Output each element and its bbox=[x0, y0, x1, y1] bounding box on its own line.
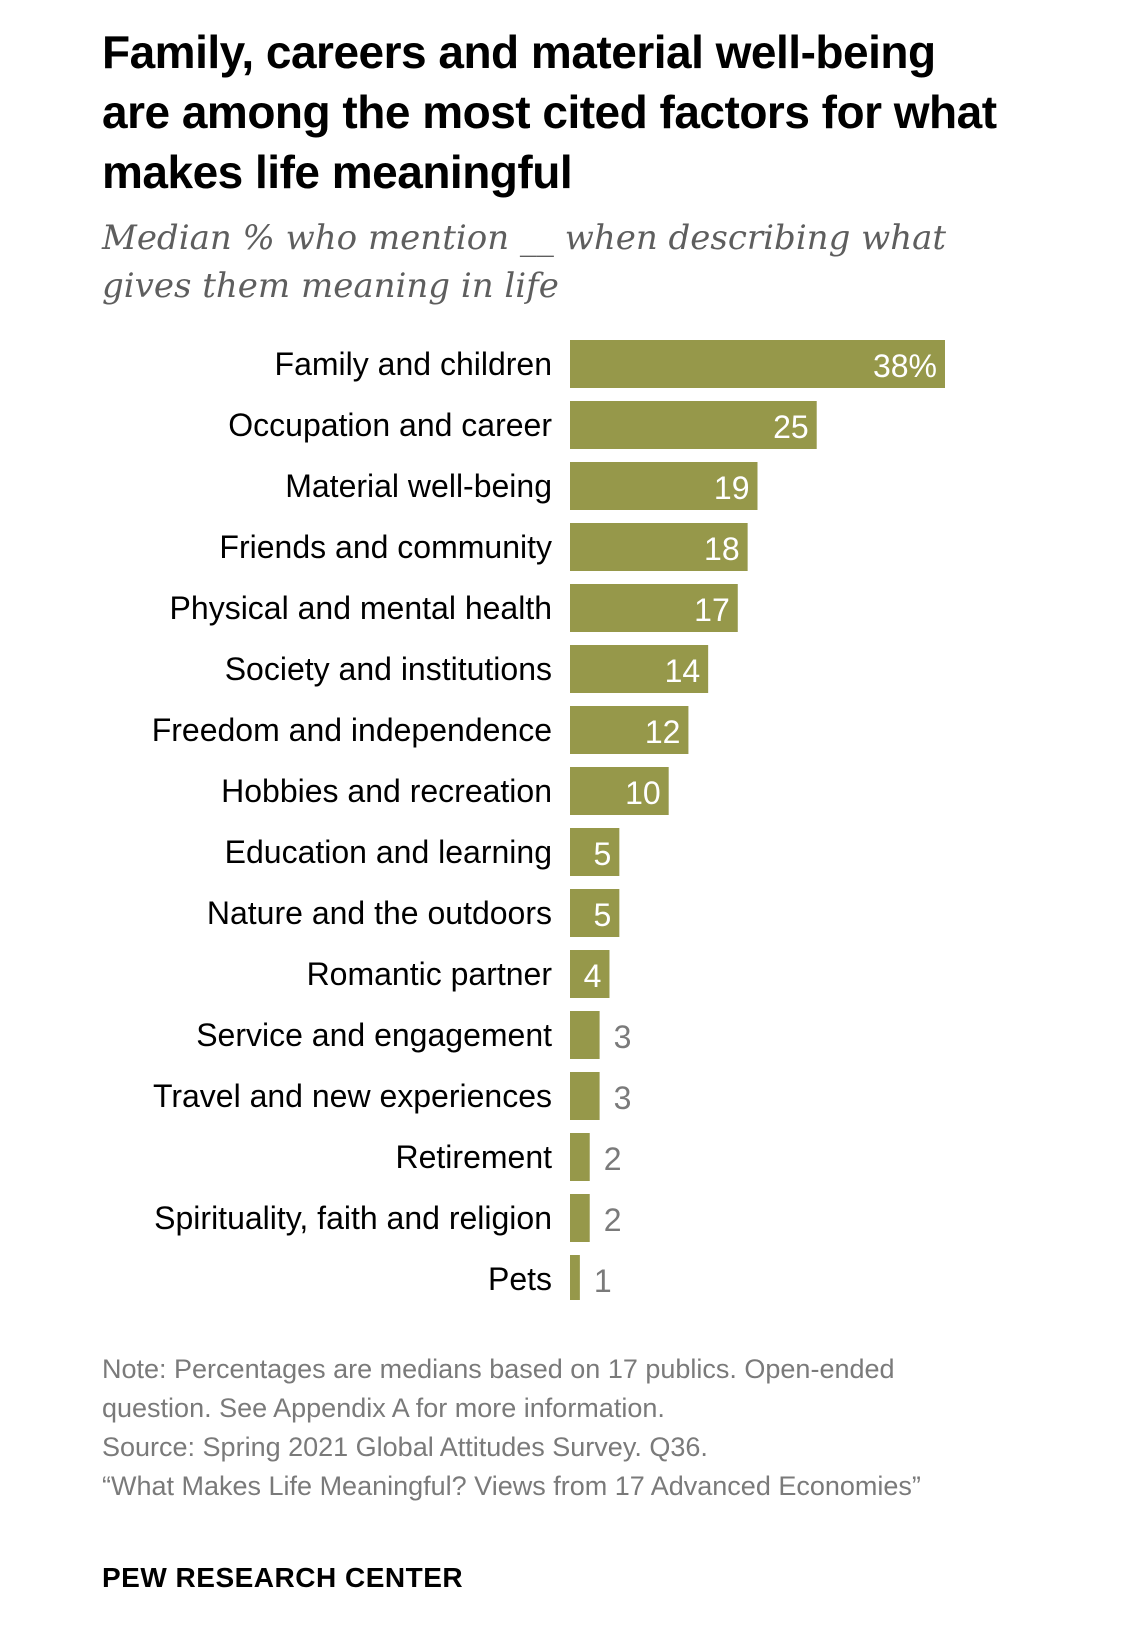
bar-nature-and-the-outdoors bbox=[570, 889, 620, 937]
value-label-society-and-institutions: 14 bbox=[665, 653, 701, 689]
bar-service-and-engagement bbox=[570, 1011, 600, 1059]
chart-notes: Note: Percentages are medians based on 1… bbox=[102, 1350, 1002, 1506]
value-label-pets: 1 bbox=[594, 1263, 612, 1299]
source-text: Source: Spring 2021 Global Attitudes Sur… bbox=[102, 1432, 708, 1462]
category-label-material-well-being: Material well-being bbox=[285, 468, 552, 504]
value-label-hobbies-and-recreation: 10 bbox=[625, 775, 661, 811]
category-label-service-and-engagement: Service and engagement bbox=[196, 1017, 552, 1053]
category-label-spirituality-faith-and-religion: Spirituality, faith and religion bbox=[154, 1200, 552, 1236]
value-label-material-well-being: 19 bbox=[714, 470, 750, 506]
category-label-romantic-partner: Romantic partner bbox=[307, 956, 553, 992]
bar-retirement bbox=[570, 1133, 590, 1181]
value-label-physical-and-mental-health: 17 bbox=[694, 592, 730, 628]
category-label-friends-and-community: Friends and community bbox=[219, 529, 552, 565]
bar-education-and-learning bbox=[570, 828, 620, 876]
value-label-occupation-and-career: 25 bbox=[773, 409, 809, 445]
bar-hobbies-and-recreation bbox=[570, 767, 669, 815]
value-label-nature-and-the-outdoors: 5 bbox=[594, 897, 612, 933]
value-label-freedom-and-independence: 12 bbox=[645, 714, 681, 750]
chart-subtitle: Median % who mention __ when describing … bbox=[102, 218, 947, 306]
pew-research-center-logo: PEW RESEARCH CENTER bbox=[102, 1562, 464, 1593]
category-label-freedom-and-independence: Freedom and independence bbox=[152, 712, 552, 748]
bar-occupation-and-career bbox=[570, 401, 817, 449]
category-label-hobbies-and-recreation: Hobbies and recreation bbox=[221, 773, 552, 809]
bar-romantic-partner bbox=[570, 950, 610, 998]
report-title-text: “What Makes Life Meaningful? Views from … bbox=[102, 1471, 921, 1501]
value-label-family-and-children: 38% bbox=[873, 348, 937, 384]
category-label-occupation-and-career: Occupation and career bbox=[228, 407, 552, 443]
value-label-romantic-partner: 4 bbox=[584, 958, 602, 994]
category-label-physical-and-mental-health: Physical and mental health bbox=[170, 590, 552, 626]
value-label-friends-and-community: 18 bbox=[704, 531, 740, 567]
bar-material-well-being bbox=[570, 462, 758, 510]
bar-spirituality-faith-and-religion bbox=[570, 1194, 590, 1242]
note-text: Note: Percentages are medians based on 1… bbox=[102, 1354, 895, 1423]
category-label-pets: Pets bbox=[488, 1261, 552, 1297]
value-label-retirement: 2 bbox=[604, 1141, 622, 1177]
bar-travel-and-new-experiences bbox=[570, 1072, 600, 1120]
bar-family-and-children bbox=[570, 340, 945, 388]
category-label-retirement: Retirement bbox=[396, 1139, 553, 1175]
value-label-education-and-learning: 5 bbox=[594, 836, 612, 872]
bar-chart: Family and children 38% Occupation and car… bbox=[152, 340, 945, 1300]
value-label-spirituality-faith-and-religion: 2 bbox=[604, 1202, 622, 1238]
bar-pets bbox=[570, 1255, 580, 1300]
category-label-travel-and-new-experiences: Travel and new experiences bbox=[153, 1078, 552, 1114]
category-label-society-and-institutions: Society and institutions bbox=[225, 651, 552, 687]
bar-society-and-institutions bbox=[570, 645, 709, 693]
chart-title: Family, careers and material well-being … bbox=[102, 26, 997, 198]
category-label-nature-and-the-outdoors: Nature and the outdoors bbox=[207, 895, 552, 931]
value-label-service-and-engagement: 3 bbox=[614, 1019, 632, 1055]
category-label-education-and-learning: Education and learning bbox=[225, 834, 552, 870]
category-label-family-and-children: Family and children bbox=[275, 346, 552, 382]
bar-freedom-and-independence bbox=[570, 706, 689, 754]
bar-friends-and-community bbox=[570, 523, 748, 571]
bar-physical-and-mental-health bbox=[570, 584, 738, 632]
value-label-travel-and-new-experiences: 3 bbox=[614, 1080, 632, 1116]
